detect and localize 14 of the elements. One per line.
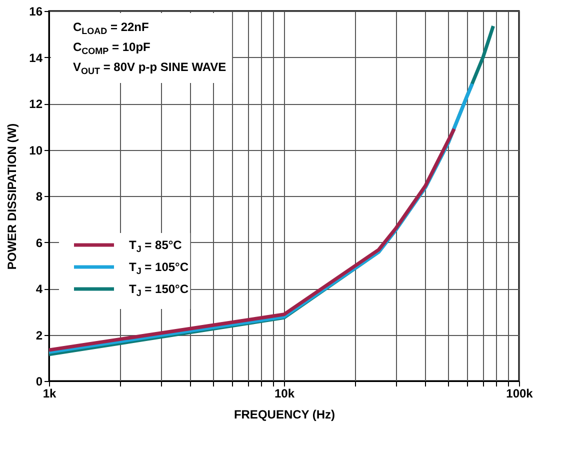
y-tick-label: 14 [29,50,43,65]
y-tick-label: 10 [29,143,43,158]
x-tick-label: 10k [274,386,295,400]
y-tick-label: 12 [29,97,43,111]
y-tick-label: 6 [36,236,43,250]
y-tick-label: 16 [29,4,43,18]
y-tick-label: 8 [36,190,43,204]
x-tick-label: 1k [42,386,56,400]
x-axis-title: FREQUENCY (Hz) [234,408,336,422]
y-tick-label: 4 [36,282,43,296]
x-tick-label: 100k [506,386,534,400]
y-tick-label: 0 [36,374,43,388]
y-tick-label: 2 [36,328,43,342]
y-axis-title: POWER DISSIPATION (W) [5,123,20,270]
